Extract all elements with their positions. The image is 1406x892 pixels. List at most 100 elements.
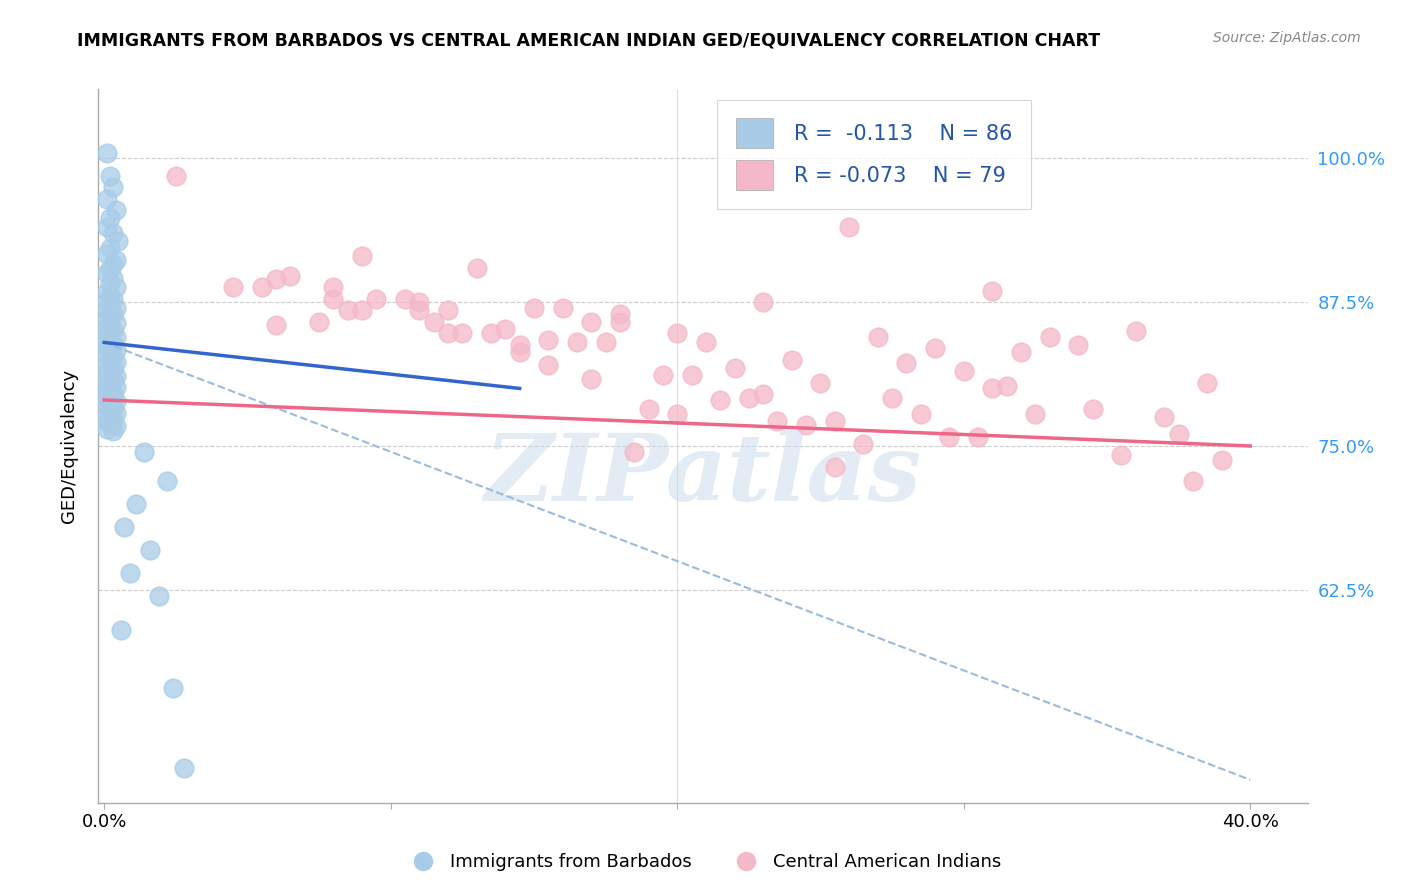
- Point: [350, 249, 373, 263]
- Y-axis label: GED/Equivalency: GED/Equivalency: [59, 369, 77, 523]
- Point: [98, 352, 121, 367]
- Point: [101, 336, 124, 351]
- Point: [509, 344, 531, 359]
- Point: [623, 444, 645, 458]
- Point: [264, 272, 287, 286]
- Point: [609, 307, 631, 321]
- Point: [1010, 344, 1032, 359]
- Point: [896, 356, 918, 370]
- Point: [924, 341, 946, 355]
- Point: [322, 280, 344, 294]
- Point: [96, 357, 118, 371]
- Point: [96, 334, 118, 349]
- Point: [96, 285, 118, 299]
- Point: [101, 307, 124, 321]
- Point: [104, 280, 127, 294]
- Point: [98, 383, 121, 397]
- Point: [156, 474, 179, 488]
- Point: [98, 359, 121, 374]
- Point: [104, 419, 127, 434]
- Point: [96, 192, 118, 206]
- Point: [394, 292, 416, 306]
- Point: [101, 362, 124, 376]
- Point: [738, 391, 761, 405]
- Point: [98, 339, 121, 353]
- Point: [1211, 452, 1233, 467]
- Point: [98, 310, 121, 324]
- Point: [104, 252, 127, 267]
- Point: [422, 315, 444, 329]
- Point: [96, 422, 118, 436]
- Point: [581, 372, 603, 386]
- Point: [98, 367, 121, 381]
- Point: [98, 403, 121, 417]
- Legend: Immigrants from Barbados, Central American Indians: Immigrants from Barbados, Central Americ…: [398, 847, 1008, 879]
- Point: [101, 323, 124, 337]
- Point: [96, 341, 118, 355]
- Point: [952, 364, 974, 378]
- Point: [96, 145, 118, 160]
- Point: [222, 280, 245, 294]
- Point: [565, 335, 588, 350]
- Point: [96, 303, 118, 318]
- Point: [437, 326, 460, 341]
- Point: [595, 335, 617, 350]
- Point: [96, 312, 118, 326]
- Point: [101, 257, 124, 271]
- Text: Source: ZipAtlas.com: Source: ZipAtlas.com: [1213, 31, 1361, 45]
- Point: [666, 326, 689, 341]
- Point: [96, 348, 118, 362]
- Point: [124, 497, 146, 511]
- Point: [101, 226, 124, 240]
- Point: [451, 326, 474, 341]
- Point: [408, 295, 430, 310]
- Point: [780, 352, 803, 367]
- Point: [96, 220, 118, 235]
- Point: [910, 407, 932, 421]
- Point: [104, 301, 127, 315]
- Point: [104, 368, 127, 383]
- Point: [148, 589, 170, 603]
- Point: [98, 345, 121, 359]
- Point: [96, 408, 118, 422]
- Point: [752, 295, 775, 310]
- Point: [104, 316, 127, 330]
- Point: [101, 373, 124, 387]
- Point: [280, 268, 302, 283]
- Point: [96, 378, 118, 392]
- Point: [537, 359, 560, 373]
- Point: [104, 202, 127, 217]
- Point: [264, 318, 287, 333]
- Text: ZIPatlas: ZIPatlas: [485, 430, 921, 519]
- Point: [104, 406, 127, 420]
- Point: [537, 333, 560, 347]
- Point: [96, 371, 118, 385]
- Point: [838, 220, 860, 235]
- Point: [709, 392, 731, 407]
- Point: [104, 394, 127, 409]
- Point: [104, 329, 127, 343]
- Point: [162, 681, 184, 695]
- Point: [1111, 448, 1133, 462]
- Point: [98, 297, 121, 311]
- Point: [104, 380, 127, 394]
- Point: [96, 384, 118, 399]
- Point: [107, 234, 129, 248]
- Point: [350, 303, 373, 318]
- Point: [96, 295, 118, 310]
- Point: [1197, 376, 1219, 390]
- Point: [1081, 402, 1104, 417]
- Point: [494, 321, 516, 335]
- Point: [98, 376, 121, 390]
- Point: [695, 335, 717, 350]
- Point: [681, 368, 703, 382]
- Point: [96, 266, 118, 280]
- Point: [465, 260, 488, 275]
- Point: [1039, 329, 1062, 343]
- Point: [173, 761, 195, 775]
- Point: [98, 211, 121, 226]
- Point: [408, 303, 430, 318]
- Point: [165, 169, 187, 183]
- Point: [104, 355, 127, 369]
- Point: [1167, 427, 1189, 442]
